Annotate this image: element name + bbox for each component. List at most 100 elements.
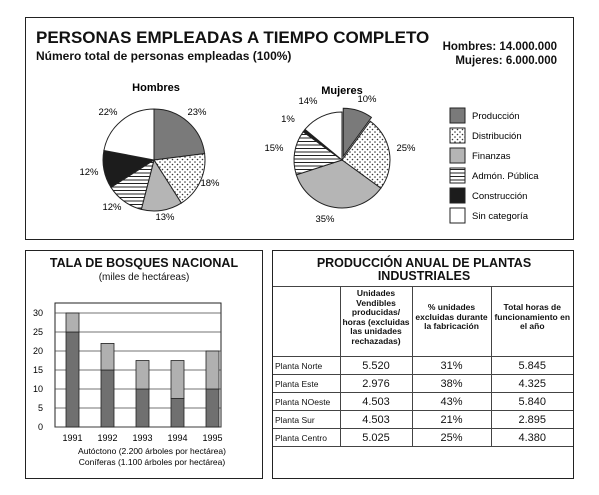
bar-y-tick-label: 5: [38, 403, 43, 413]
legend-label: Finanzas: [472, 151, 511, 162]
pie-women-title: Mujeres: [321, 85, 363, 97]
table-cell: 43%: [411, 392, 492, 411]
table-header-cell: % unidades excluidas durante la fabricac…: [411, 286, 492, 357]
bar-x-tick-label: 1992: [97, 433, 117, 443]
pie-slice: [342, 107, 373, 158]
pie-slice: [153, 153, 206, 204]
forest-subtitle: (miles de hectáreas): [98, 272, 190, 283]
bar-coniferas: [135, 388, 150, 428]
women-total: Mujeres: 6.000.000: [455, 55, 557, 67]
legend-swatch: [449, 147, 466, 164]
bar-coniferas: [100, 369, 115, 428]
bar-x-tick-label: 1994: [167, 433, 187, 443]
forest-title: TALA DE BOSQUES NACIONAL: [49, 256, 239, 270]
table-cell: 31%: [411, 356, 492, 375]
bar-legend-autoctono: Autóctono (2.200 árboles por hectárea): [78, 446, 226, 456]
table-cell: 4.503: [339, 392, 413, 411]
table-cell: Planta Este: [273, 374, 341, 393]
bar-y-tick-label: 20: [33, 346, 43, 356]
table-header-cell: [273, 286, 341, 357]
employment-subtitle: Número total de personas empleadas (100%…: [36, 49, 292, 63]
pie-slice: [103, 108, 155, 161]
bar-autoctono: [65, 312, 80, 333]
pie-slice: [153, 108, 206, 161]
legend-label: Sin categoría: [472, 211, 529, 222]
table-header-cell: Total horas de funcionamiento en el año: [490, 286, 573, 357]
pie-slice: [341, 120, 391, 189]
legend-swatch: [449, 127, 466, 144]
table-header-cell: Unidades Vendibles producidas/ horas (ex…: [339, 286, 413, 357]
bar-legend-coniferas: Coníferas (1.100 árboles por hectárea): [79, 457, 226, 467]
legend-swatch: [449, 167, 466, 184]
legend-label: Producción: [472, 111, 520, 122]
pie-label: 12%: [102, 202, 122, 213]
bar-coniferas: [170, 398, 185, 428]
legend-swatch: [449, 187, 466, 204]
pie-label: 10%: [357, 94, 377, 105]
legend-swatch: [449, 207, 466, 224]
table-cell: 2.895: [490, 410, 573, 429]
production-panel: PRODUCCIÓN ANUAL DE PLANTAS INDUSTRIALES…: [272, 250, 574, 479]
table-header-row: Unidades Vendibles producidas/ horas (ex…: [273, 286, 573, 357]
bar-coniferas: [205, 388, 220, 428]
bar-x-tick-label: 1995: [202, 433, 222, 443]
employment-panel: PERSONAS EMPLEADAS A TIEMPO COMPLETO Núm…: [25, 17, 574, 240]
pie-label: 25%: [396, 143, 416, 154]
legend-label: Admón. Pública: [472, 171, 539, 182]
bar-x-tick-label: 1993: [132, 433, 152, 443]
forest-bar-chart: 0 5 10 15 20 25 30 1991 1992 1993 1994 1995 Autóct…: [33, 302, 226, 467]
pie-label: 15%: [264, 143, 284, 154]
men-total: Hombres: 14.000.000: [442, 41, 557, 53]
pie-label: 13%: [155, 212, 175, 223]
pie-slice: [295, 159, 382, 209]
table-cell: 4.503: [339, 410, 413, 429]
table-cell: Planta Norte: [273, 356, 341, 375]
legend-label: Distribución: [472, 131, 522, 142]
forest-panel: TALA DE BOSQUES NACIONAL (miles de hectá…: [25, 250, 263, 479]
pie-label: 23%: [187, 107, 207, 118]
employment-title: PERSONAS EMPLEADAS A TIEMPO COMPLETO: [36, 28, 430, 47]
table-cell: Planta Sur: [273, 410, 341, 429]
legend-label: Construcción: [472, 191, 527, 202]
bar-y-tick-label: 25: [33, 327, 43, 337]
bar-coniferas: [65, 331, 80, 428]
pie-label: 35%: [315, 214, 335, 225]
pie-label: 14%: [298, 96, 318, 107]
table-row: Planta Sur 4.503 21% 2.895: [273, 410, 573, 429]
table-cell: 25%: [411, 428, 492, 447]
table-cell: 2.976: [339, 374, 413, 393]
table-row: Planta Centro 5.025 25% 4.380: [273, 428, 573, 447]
table-cell: 38%: [411, 374, 492, 393]
table-cell: 5.025: [339, 428, 413, 447]
table-cell: 5.840: [490, 392, 573, 411]
bar-y-tick-label: 10: [33, 384, 43, 394]
pie-label: 22%: [98, 107, 118, 118]
table-cell: 4.380: [490, 428, 573, 447]
pie-label: 1%: [281, 114, 295, 125]
bar-y-tick-label: 30: [33, 308, 43, 318]
bar-autoctono: [100, 343, 115, 371]
bar-y-tick-label: 0: [38, 422, 43, 432]
bar-autoctono: [135, 360, 150, 390]
pie-charts: Hombres Mujeres 23% 18% 13% 12% 12% 22% 10% 25…: [79, 82, 539, 225]
pie-men-title: Hombres: [132, 82, 180, 94]
bar-autoctono: [170, 360, 185, 399]
bar-y-tick-label: 15: [33, 365, 43, 375]
table-cell: 21%: [411, 410, 492, 429]
table-cell: 5.520: [339, 356, 413, 375]
table-cell: 4.325: [490, 374, 573, 393]
table-row: Planta Este 2.976 38% 4.325: [273, 374, 573, 393]
bar-autoctono: [205, 350, 220, 390]
table-row: Planta NOeste 4.503 43% 5.840: [273, 392, 573, 411]
table-row: Planta Norte 5.520 31% 5.845: [273, 356, 573, 375]
table-cell: Planta Centro: [273, 428, 341, 447]
table-cell: Planta NOeste: [273, 392, 341, 411]
pie-label: 18%: [200, 178, 220, 189]
pie-label: 12%: [79, 167, 99, 178]
bar-x-tick-label: 1991: [62, 433, 82, 443]
table-cell: 5.845: [490, 356, 573, 375]
production-table: Unidades Vendibles producidas/ horas (ex…: [273, 286, 573, 447]
production-title: PRODUCCIÓN ANUAL DE PLANTAS INDUSTRIALES: [316, 256, 532, 283]
pie-slice: [304, 111, 343, 162]
legend-swatch: [449, 107, 466, 124]
